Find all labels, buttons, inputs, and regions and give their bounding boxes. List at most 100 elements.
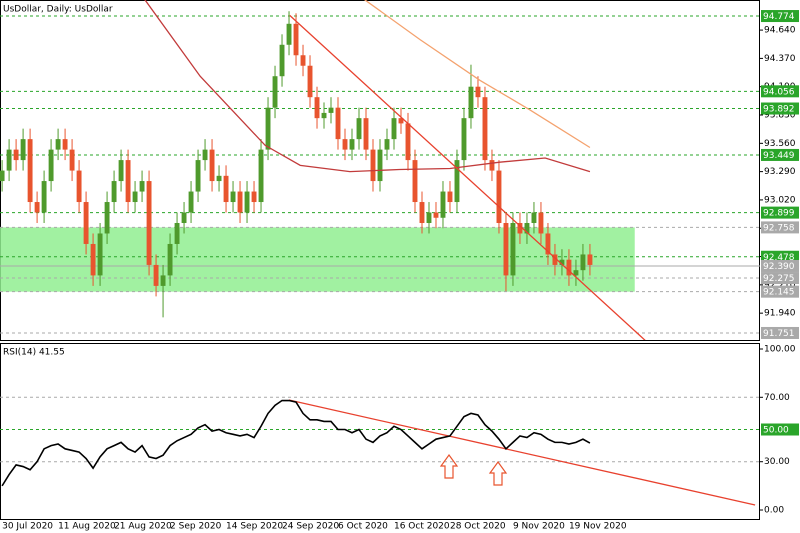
level-label: 94.056 [763,87,795,97]
level-label: 50.00 [763,426,789,436]
candle-body [391,118,397,140]
candle-body [335,107,341,140]
y-tick-label: 0.00 [764,506,784,516]
level-label-box [761,326,799,339]
candle-body [55,139,61,150]
axes: 91.94092.21092.48092.75093.02093.29093.5… [2,10,799,532]
candle-body [398,118,404,124]
level-label: 93.449 [763,151,795,161]
candle-body [188,191,194,213]
annotation-arrows [439,453,508,486]
candle-body [573,270,579,276]
level-label-box [761,221,799,234]
up-arrow [488,460,508,486]
candle-body [83,202,89,244]
y-tick-label: 93.560 [764,139,796,149]
y-tick-label: 100.00 [764,344,796,354]
candle-body [559,259,565,265]
x-tick-label: 2 Sep 2020 [170,522,222,532]
level-label: 92.478 [763,253,795,263]
candle-body [342,139,348,150]
level-label-box [761,423,799,436]
candle-body [160,275,166,286]
candle-body [0,170,5,182]
candle-body [48,149,54,182]
candle-body [167,243,173,276]
rsi-frame [0,343,760,520]
level-label-box [761,250,799,263]
candle-body [496,170,502,223]
y-tick-label: 92.210 [764,280,796,290]
x-tick-label: 9 Nov 2020 [513,522,565,532]
candle-body [139,181,145,192]
candle-body [223,175,229,203]
candle-body [258,149,264,203]
candle-body [538,212,544,234]
y-tick-label: 94.640 [764,26,796,36]
candle-body [440,191,446,218]
candle-body [510,222,516,276]
candle-body [384,139,390,150]
candle-body [13,149,19,161]
candle-body [279,44,285,77]
candle-body [468,86,474,119]
candle-body [69,149,75,171]
overlay-line [288,399,756,506]
candle-body [524,222,530,234]
candle-body [265,107,271,150]
y-tick-label: 30.00 [764,457,790,467]
level-label: 94.774 [763,12,795,22]
x-tick-label: 21 Aug 2020 [114,522,172,532]
zone [0,227,635,292]
y-tick-label: 70.00 [764,393,790,403]
chart-title: UsDollar, Daily: UsDollar [3,5,113,15]
candle-body [545,233,551,255]
candle-body [195,160,201,192]
x-tick-label: 19 Nov 2020 [569,522,627,532]
candle-body [20,139,26,161]
up-arrow [439,453,459,479]
candle-body [321,112,327,119]
candle-body [566,259,572,276]
candle-body [531,212,537,223]
candle-body [517,222,523,234]
price-pane [0,0,760,340]
candle-body [356,118,362,140]
candle-body [27,139,33,203]
level-label-box [761,148,799,161]
candle-body [216,175,222,182]
rsi-pane [0,396,760,506]
level-label: 93.892 [763,105,795,115]
x-tick-label: 16 Oct 2020 [394,522,450,532]
candle-body [237,191,243,213]
price-frame [0,0,760,341]
candle-body [146,181,152,265]
candle-body [104,202,110,234]
candle-body [503,222,509,276]
candle-body [202,149,208,161]
candle-body [580,254,586,271]
candle-body [90,243,96,276]
x-tick-label: 24 Sep 2020 [282,522,339,532]
x-tick-label: 14 Sep 2020 [226,522,283,532]
level-label: 92.275 [763,274,795,284]
candle-body [62,139,68,150]
candle-body [489,160,495,171]
rsi-line [1,399,591,487]
candle-body [76,170,82,203]
candle-body [363,118,369,150]
candle-body [125,160,131,203]
x-tick-label: 28 Oct 2020 [450,522,506,532]
y-tick-label: 93.290 [764,167,796,177]
candle-body [174,222,180,244]
candle-body [370,149,376,182]
candle-body [153,264,159,286]
candle-body [34,202,40,213]
candle-body [405,123,411,161]
overlay-line [144,0,591,173]
candle-body [426,212,432,223]
candle-body [6,149,12,171]
level-label-box [761,285,799,298]
candle-body [552,254,558,265]
